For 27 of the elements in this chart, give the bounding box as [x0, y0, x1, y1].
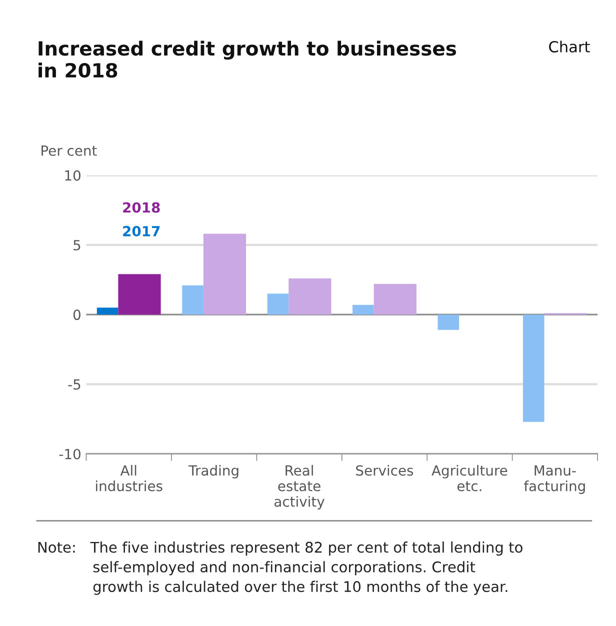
x-tick-label: Agriculture etc. — [432, 464, 508, 492]
bar — [374, 284, 416, 315]
bar — [96, 308, 118, 315]
y-tick-label: 10 — [65, 170, 80, 181]
y-tick-label: 5 — [74, 240, 80, 250]
text: Chart — [549, 40, 590, 53]
bar — [118, 274, 161, 315]
bar — [203, 234, 246, 315]
bar — [288, 278, 332, 315]
y-tick-label: 0 — [73, 310, 80, 320]
x-tick-label: All industries — [96, 464, 162, 492]
bar — [182, 285, 204, 315]
x-tick-label: Real estate activity — [274, 464, 324, 510]
y-tick-label: -5 — [68, 379, 80, 390]
y-tick-label: -10 — [59, 448, 80, 460]
bar — [522, 314, 544, 422]
x-tick-label: Trading — [188, 464, 238, 478]
chart-title: Increased credit growth to businesses in 2018 — [38, 40, 456, 78]
text: 2017 — [123, 226, 160, 236]
y-axis-title: Per cent — [42, 146, 97, 156]
bar — [438, 314, 460, 330]
bar — [352, 304, 374, 315]
text: Note: The five industries represent 82 per cent of total lending to self-employed and non-financial corporations. Credit growth is calculated over the first 10 months of the year. — [38, 541, 522, 595]
x-tick-label: Manu- facturing — [524, 465, 585, 494]
x-tick-label: Services — [356, 464, 414, 476]
bar — [267, 294, 289, 315]
text: 2018 — [123, 202, 160, 213]
